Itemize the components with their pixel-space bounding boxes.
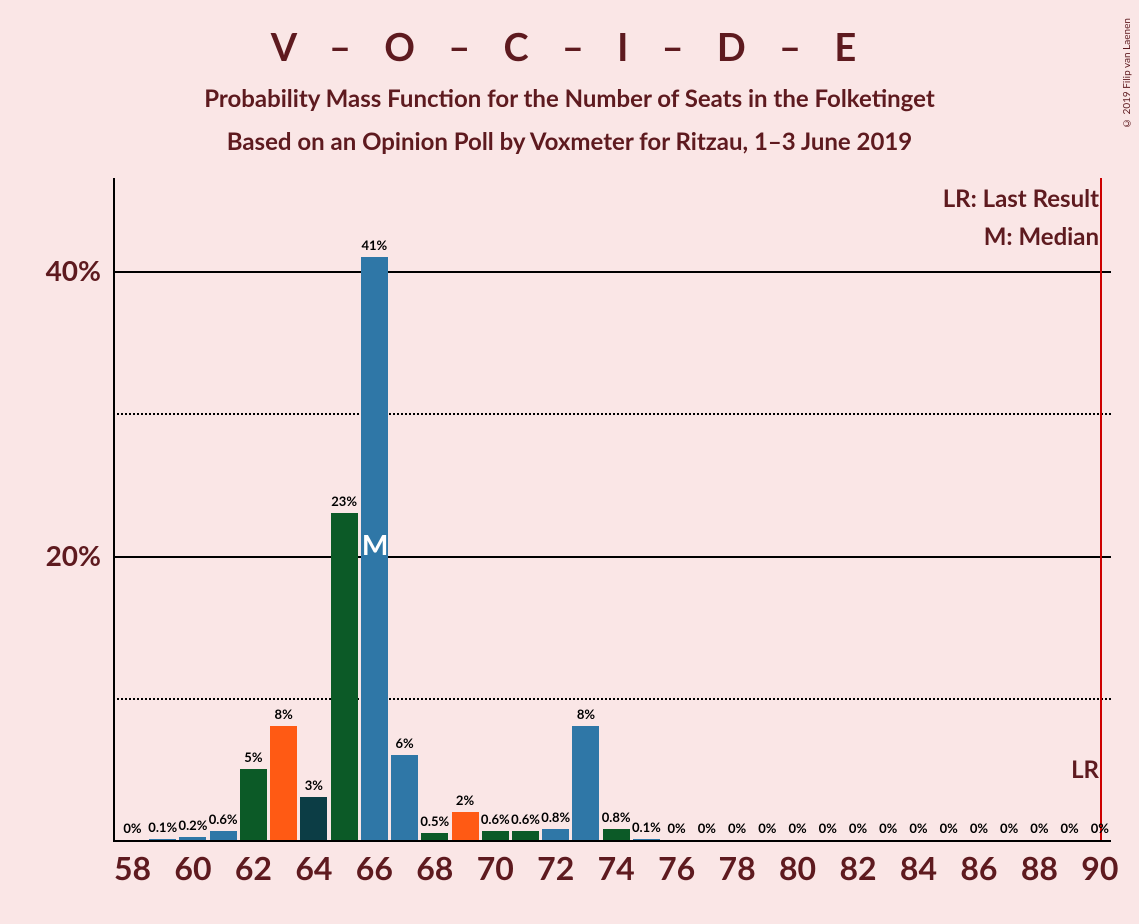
bar (421, 833, 448, 840)
gridline-minor (113, 413, 1111, 415)
x-axis-tick-label: 66 (344, 848, 404, 887)
x-axis-tick-label: 72 (526, 848, 586, 887)
bar-value-label: 3% (294, 777, 333, 793)
copyright-text: © 2019 Filip van Laenen (1121, 18, 1133, 129)
y-axis-line (113, 178, 115, 840)
bar (210, 831, 237, 840)
lr-marker: LR (1071, 755, 1099, 784)
x-axis-line (113, 840, 1111, 842)
bar (240, 769, 267, 840)
bar (603, 829, 630, 840)
bar-value-label: 41% (355, 237, 394, 253)
bar (633, 839, 660, 840)
y-axis-tick-label: 40% (46, 253, 101, 287)
x-axis-tick-label: 90 (1070, 848, 1130, 887)
chart-area: LR: Last Result M: Median 40%20%LR0%0.1%… (113, 200, 1113, 840)
bar-value-label: 0% (1080, 820, 1119, 836)
bar-value-label: 23% (325, 493, 364, 509)
x-axis-tick-label: 80 (768, 848, 828, 887)
bar-value-label: 2% (446, 792, 485, 808)
bar (331, 513, 358, 840)
bar (512, 831, 539, 840)
bar (270, 726, 297, 840)
x-axis-tick-label: 82 (828, 848, 888, 887)
y-axis-tick-label: 20% (46, 538, 101, 572)
bar-value-label: 0.6% (204, 811, 243, 827)
x-axis-tick-label: 84 (888, 848, 948, 887)
bar (452, 812, 479, 840)
chart-subtitle-1: Probability Mass Function for the Number… (0, 84, 1139, 113)
bar-value-label: 5% (234, 749, 273, 765)
x-axis-tick-label: 64 (284, 848, 344, 887)
x-axis-tick-label: 74 (586, 848, 646, 887)
x-axis-tick-label: 86 (949, 848, 1009, 887)
bar (542, 829, 569, 840)
bar (149, 839, 176, 840)
gridline-minor (113, 698, 1111, 700)
bar-value-label: 0.5% (415, 813, 454, 829)
bar (572, 726, 599, 840)
bar-value-label: 8% (264, 706, 303, 722)
gridline-major (113, 271, 1111, 273)
lr-line (1100, 178, 1102, 840)
x-axis-tick-label: 70 (465, 848, 525, 887)
bar-value-label: 0.8% (536, 809, 575, 825)
x-axis-tick-label: 58 (103, 848, 163, 887)
chart-subtitle-2: Based on an Opinion Poll by Voxmeter for… (0, 127, 1139, 156)
bar-value-label: 6% (385, 735, 424, 751)
median-marker: M (362, 527, 388, 561)
bar (391, 755, 418, 840)
x-axis-tick-label: 76 (647, 848, 707, 887)
chart-title: V – O – C – I – D – E (0, 0, 1139, 70)
x-axis-tick-label: 78 (707, 848, 767, 887)
gridline-major (113, 556, 1111, 558)
bar (482, 831, 509, 840)
legend-lr: LR: Last Result (943, 184, 1099, 213)
bar (179, 837, 206, 840)
x-axis-tick-label: 60 (163, 848, 223, 887)
bar (300, 797, 327, 840)
bar-value-label: 8% (566, 706, 605, 722)
x-axis-tick-label: 88 (1009, 848, 1069, 887)
legend-m: M: Median (984, 222, 1099, 251)
x-axis-tick-label: 68 (405, 848, 465, 887)
x-axis-tick-label: 62 (223, 848, 283, 887)
